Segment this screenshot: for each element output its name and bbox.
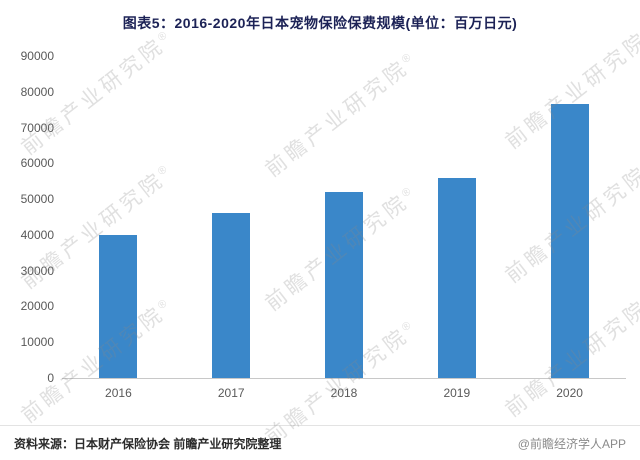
bar-chart: 0 10000 20000 30000 40000 50000 60000 70000 8000… — [16, 50, 626, 400]
y-tick-label: 10000 — [20, 335, 54, 350]
x-tick-label: 2020 — [556, 386, 583, 400]
plot-area — [62, 56, 626, 379]
y-tick-label: 30000 — [20, 263, 54, 278]
x-tick-label: 2019 — [443, 386, 471, 400]
y-tick-label: 80000 — [20, 84, 54, 99]
chart-title: 图表5：2016-2020年日本宠物保险保费规模(单位：百万日元) — [122, 15, 518, 31]
y-tick-label: 90000 — [20, 49, 54, 63]
x-tick-label: 2016 — [105, 386, 132, 400]
y-tick-label: 70000 — [20, 120, 54, 135]
bar-2016 — [99, 234, 138, 378]
bar-column — [288, 56, 401, 378]
y-axis: 0 10000 20000 30000 40000 50000 60000 70000 8000… — [16, 50, 62, 384]
x-axis: 2016 2017 2018 2019 2020 — [62, 379, 626, 400]
y-tick-label: 0 — [47, 371, 54, 385]
bar-2018 — [324, 191, 363, 378]
credit-note: @前瞻经济学人APP — [517, 436, 626, 451]
bar-2020 — [550, 104, 589, 378]
x-tick-label: 2018 — [330, 386, 358, 400]
bar-column — [400, 56, 513, 378]
bar-column — [62, 56, 175, 378]
y-tick-label: 20000 — [20, 299, 54, 314]
footer: 资料来源：日本财产保险协会 前瞻产业研究院整理 @前瞻经济学人APP — [0, 425, 640, 460]
bar-column — [175, 56, 288, 378]
x-tick-label: 2017 — [217, 386, 245, 400]
bar-2017 — [212, 213, 251, 378]
y-tick-label: 40000 — [20, 227, 54, 242]
bar-column — [513, 56, 626, 378]
bar-2019 — [437, 177, 476, 378]
y-tick-label: 60000 — [20, 156, 54, 171]
y-tick-label: 50000 — [20, 192, 54, 207]
source-note: 资料来源：日本财产保险协会 前瞻产业研究院整理 — [14, 436, 282, 451]
